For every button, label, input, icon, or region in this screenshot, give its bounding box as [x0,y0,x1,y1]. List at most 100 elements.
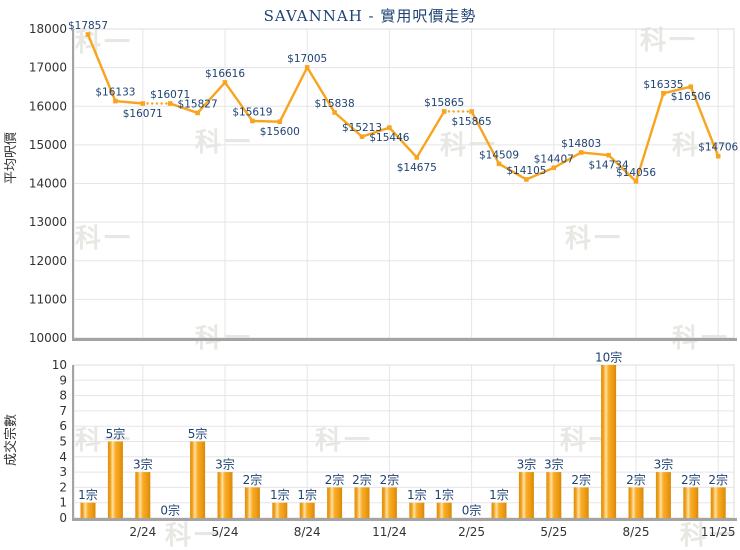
y-tick-label: 18000 [29,22,67,36]
bar-value-label: 2宗 [681,472,701,487]
watermark-text: 科一 [680,521,739,550]
transaction-bar [491,502,507,518]
x-tick-label: 2/24 [129,525,156,539]
price-point-label: $16071 [150,89,190,101]
transaction-bar [683,487,699,518]
price-line-segment [662,85,692,95]
transaction-bar [655,472,671,518]
price-point-marker [524,177,529,182]
price-line-segment [689,85,720,158]
price-point-label: $16506 [671,91,711,103]
transaction-bar [436,502,452,518]
price-line-segment [552,151,583,169]
price-point-marker [277,119,283,124]
bar-value-label: 1宗 [270,487,290,502]
price-line-segment [607,153,638,183]
transaction-bar [409,502,425,518]
y-tick-label: 3 [59,465,67,479]
price-line-segment [497,162,528,181]
price-point-marker [250,118,255,124]
price-point-marker [441,109,447,114]
transaction-bar [135,472,151,518]
transaction-bar [190,441,206,518]
price-point-marker [551,165,557,171]
price-line-segment [388,126,418,159]
price-line-segment [306,66,336,114]
price-line-segment [580,151,610,157]
transaction-bar [327,487,343,518]
watermark-text: 科一 [440,131,499,161]
price-point-label: $16335 [643,79,683,91]
transaction-bar [272,502,288,518]
bar-value-label: 1宗 [434,487,454,502]
watermark-text: 科一 [640,26,699,56]
transaction-bar [381,487,397,518]
bar-value-label: 5宗 [106,426,126,441]
price-point-marker [140,101,146,106]
price-point-marker [85,32,91,37]
price-point-marker [633,179,639,184]
price-line-segment [333,111,364,138]
price-point-label: $14056 [616,167,656,179]
transaction-bar [546,472,562,518]
price-point-marker [414,155,420,160]
price-point-label: $14706 [698,142,738,154]
bar-value-label: 1宗 [78,487,98,502]
x-tick-label: 11/25 [701,525,736,539]
transaction-bar [299,502,315,518]
price-point-marker [688,84,694,90]
watermark-text: 科一 [195,128,254,158]
price-line-segment [114,99,145,105]
price-line-segment [223,81,254,123]
y-tick-label: 5 [59,435,67,449]
price-point-marker [578,150,584,155]
price-point-label: $14803 [561,138,601,150]
y-tick-label: 14000 [29,177,67,191]
bar-value-label: 0宗 [160,503,180,518]
y-axis-title: 平均呎價 [4,132,19,184]
price-point-label: $16133 [95,87,135,99]
transaction-bar [518,472,534,518]
price-point-label: $15838 [315,98,355,110]
bar-value-label: 0宗 [462,503,482,518]
bar-value-label: 3宗 [517,457,537,472]
transaction-bar [354,487,370,518]
y-tick-label: 7 [59,404,67,418]
bar-value-label: 1宗 [407,487,427,502]
price-point-label: $15865 [424,97,464,109]
price-point-label: $15446 [369,132,409,144]
transaction-bar [628,487,644,518]
price-point-marker [387,125,392,130]
x-tick-label: 11/24 [372,525,407,539]
x-tick-label: 2/25 [458,525,485,539]
y-tick-label: 17000 [29,61,67,75]
bar-value-label: 3宗 [133,457,153,472]
bar-value-label: 2宗 [380,472,400,487]
transaction-bar [244,487,260,518]
watermark-text: 科一 [165,521,224,550]
price-point-marker [332,110,337,115]
y-tick-label: 2 [59,480,67,494]
transaction-bar [80,502,96,518]
price-point-marker [195,110,200,116]
y-tick-label: 16000 [29,99,67,113]
price-line-segment [278,66,309,123]
transaction-bar [710,487,726,518]
price-line-segment [251,119,281,123]
x-tick-label: 8/24 [294,525,321,539]
bar-value-label: 3宗 [544,457,564,472]
price-line-segment [415,110,446,159]
price-line-segment [470,110,501,166]
price-point-marker [113,98,118,104]
price-point-marker [606,152,611,158]
price-point-label: $17005 [287,53,327,65]
transaction-bar [573,487,589,518]
y-tick-label: 15000 [29,138,67,152]
bar-value-label: 3宗 [654,457,674,472]
bar-value-label: 2宗 [352,472,372,487]
bar-value-label: 3宗 [215,457,235,472]
y-tick-label: 1 [59,496,67,510]
chart-title: SAVANNAH - 實用呎價走勢 [263,7,477,25]
price-point-label: $15619 [232,106,272,118]
